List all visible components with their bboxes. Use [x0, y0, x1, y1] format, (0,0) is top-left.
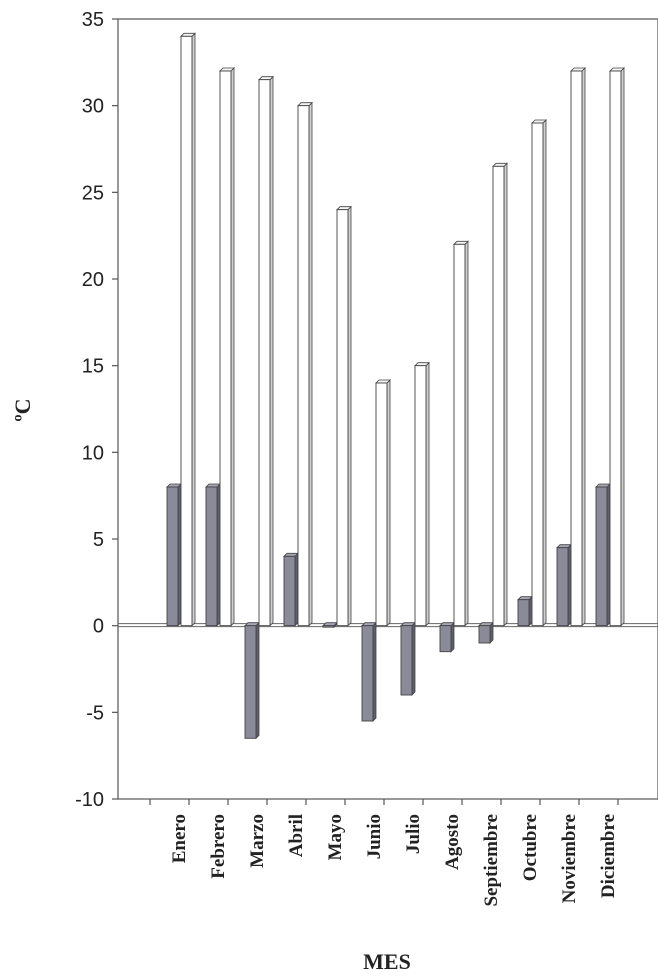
bar-side-s1-10	[567, 543, 572, 627]
bar-s2-3	[297, 105, 310, 627]
y-tick-label: 0	[93, 616, 104, 638]
bar-side-s2-6	[425, 361, 430, 627]
y-tick-label: 30	[82, 96, 104, 118]
category-label-octubre: Octubre	[520, 814, 541, 881]
bar-top-s1-10	[556, 544, 572, 549]
bar-side-s2-3	[308, 101, 313, 627]
x-category-labels: Enero Febrero Marzo Abril Mayo Junio Julio Agos…	[169, 814, 619, 907]
bar-top-s1-4	[322, 622, 338, 627]
category-label-mayo: Mayo	[325, 814, 346, 860]
bar-s2-7	[453, 243, 466, 627]
bar-s1-9	[517, 599, 530, 627]
bar-top-s1-7	[439, 622, 455, 627]
bar-top-s1-9	[517, 596, 533, 601]
category-label-noviembre: Noviembre	[559, 814, 580, 903]
bar-top-s1-6	[400, 622, 416, 627]
bar-side-s1-11	[606, 483, 611, 627]
bar-s1-10	[556, 547, 569, 627]
bar-side-s2-7	[464, 240, 469, 627]
category-label-abril: Abril	[286, 814, 307, 857]
y-tick-labels: -10 -5 0 5 10 15 20 25 30 35	[75, 9, 104, 811]
bar-s2-5	[375, 382, 388, 627]
bar-side-s1-2	[255, 621, 260, 740]
bar-side-s1-9	[528, 595, 533, 627]
category-label-agosto: Agosto	[442, 814, 463, 870]
bar-top-s1-3	[283, 552, 299, 557]
y-tick-label: 20	[82, 269, 104, 291]
bar-s1-1	[205, 486, 218, 627]
bar-side-s2-9	[542, 119, 547, 627]
x-axis-title: MES	[363, 949, 411, 974]
bar-s1-5	[361, 625, 374, 722]
category-label-marzo: Marzo	[247, 814, 268, 868]
y-tick-label: 5	[93, 529, 104, 551]
category-label-septiembre: Septiembre	[481, 814, 502, 907]
y-tick-label: -5	[86, 702, 104, 724]
bar-top-s2-5	[375, 379, 391, 384]
category-label-diciembre: Diciembre	[598, 814, 619, 898]
bar-s2-9	[531, 122, 544, 627]
bar-s2-4	[336, 209, 349, 627]
bar-s1-0	[166, 486, 179, 627]
bar-s1-7	[439, 625, 452, 653]
bar-s2-10	[570, 70, 583, 627]
bar-s1-4	[322, 625, 335, 628]
bars	[166, 32, 625, 740]
bar-side-s1-7	[450, 621, 455, 653]
bar-side-s1-6	[411, 621, 416, 696]
bar-s1-8	[478, 625, 491, 644]
y-axis-title: ºC	[10, 398, 35, 421]
bar-side-s2-10	[581, 67, 586, 627]
y-tick-label: 15	[82, 356, 104, 378]
bar-top-s2-4	[336, 206, 352, 211]
category-label-enero: Enero	[169, 814, 190, 863]
bar-s2-8	[492, 165, 505, 627]
bar-top-s2-6	[414, 362, 430, 367]
bar-s2-2	[258, 79, 271, 627]
y-tick-label: 35	[82, 9, 104, 31]
bar-s2-1	[219, 70, 232, 627]
y-tick-label: 25	[82, 182, 104, 204]
bar-s2-11	[609, 70, 622, 627]
bar-s1-2	[244, 625, 257, 739]
category-label-junio: Junio	[364, 814, 385, 859]
bar-side-s2-11	[620, 67, 625, 627]
bar-side-s2-8	[503, 162, 508, 627]
bar-s1-11	[595, 486, 608, 627]
bar-side-s1-3	[294, 552, 299, 627]
bar-s2-6	[414, 365, 427, 627]
plot-frame	[117, 18, 658, 800]
bar-side-s2-2	[269, 75, 274, 627]
category-label-julio: Julio	[403, 814, 424, 854]
y-tick-label: 10	[82, 442, 104, 464]
bar-top-s1-5	[361, 622, 377, 627]
bar-s1-3	[283, 555, 296, 627]
bar-s1-6	[400, 625, 413, 696]
bar-s2-0	[180, 35, 193, 627]
bar-side-s1-5	[372, 621, 377, 722]
bar-side-s2-5	[386, 379, 391, 627]
bar-side-s2-4	[347, 205, 352, 627]
y-tick-label: -10	[75, 789, 104, 811]
bar-top-s1-8	[478, 622, 494, 627]
category-label-febrero: Febrero	[208, 814, 229, 879]
